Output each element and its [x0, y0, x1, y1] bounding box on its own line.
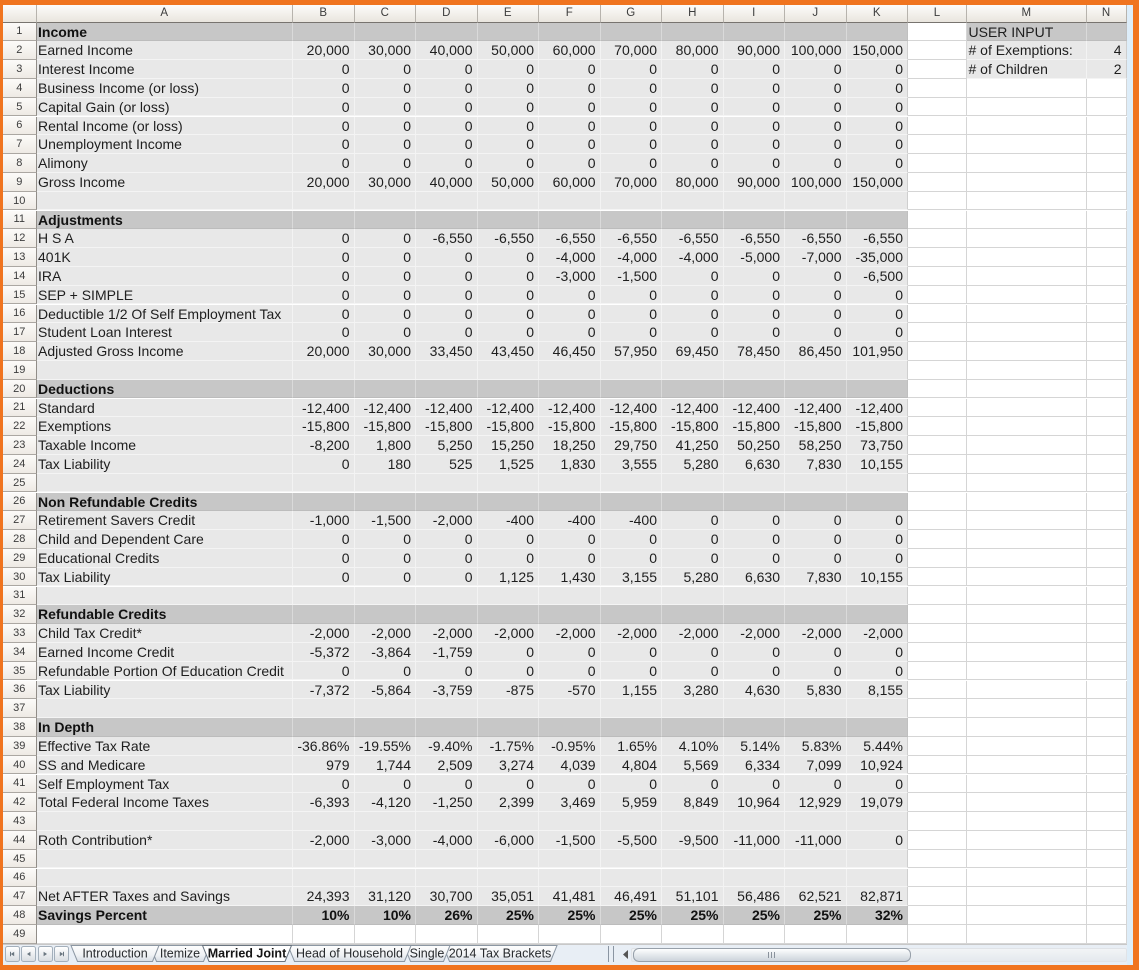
svg-text:Itemize: Itemize [160, 946, 200, 960]
svg-text:Married Joint: Married Joint [208, 946, 287, 960]
svg-text:Single: Single [410, 946, 445, 960]
svg-text:Introduction: Introduction [82, 946, 147, 960]
svg-text:2014 Tax Brackets: 2014 Tax Brackets [449, 946, 552, 960]
svg-text:Head of Household: Head of Household [296, 946, 403, 960]
